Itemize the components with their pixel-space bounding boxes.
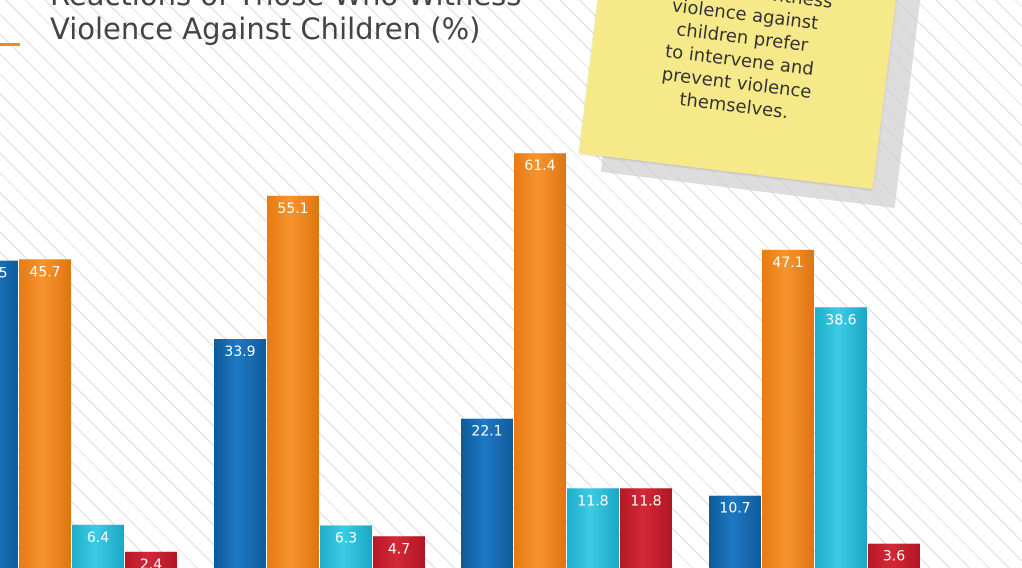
bar-value-label: 4.7 — [388, 541, 410, 557]
bar-value-label: 6.3 — [335, 530, 357, 546]
bar-orange-group-1 — [19, 259, 71, 568]
bar-red-group-2 — [373, 536, 425, 568]
bar-red-group-4 — [868, 543, 920, 568]
bar-cyan-group-4 — [815, 307, 867, 568]
bar-value-label: 2.4 — [140, 557, 162, 568]
bar-value-label: 6.4 — [87, 530, 109, 546]
bar-value-label: 61.4 — [524, 158, 555, 174]
bar-cyan-group-2 — [320, 525, 372, 568]
bar-value-label: 55.1 — [277, 201, 308, 217]
bar-value-label: 10.7 — [719, 501, 750, 517]
bar-value-label: 45.7 — [29, 264, 60, 280]
chart-title-line-1: Reactions of Those Who Witness — [50, 0, 590, 12]
chart-title: Reactions of Those Who Witness Violence … — [50, 0, 590, 46]
bar-red-group-1 — [125, 551, 177, 568]
bar-value-label: 22.1 — [471, 424, 502, 440]
bar-blue-group-3 — [461, 418, 513, 568]
bar-value-label: 45.5 — [0, 266, 8, 282]
sticky-note: Those who witness violence against child… — [578, 0, 923, 208]
bar-orange-group-2 — [267, 195, 319, 568]
bar-cyan-group-3 — [567, 488, 619, 568]
bar-value-label: 3.6 — [883, 549, 905, 565]
sticky-note-text: Those who witness violence against child… — [605, 0, 876, 133]
chart-title-line-2: Violence Against Children (%) — [50, 12, 481, 46]
title-accent-dash — [0, 43, 20, 46]
bar-value-label: 11.8 — [630, 493, 661, 509]
bar-value-label: 33.9 — [224, 344, 255, 360]
bar-blue-group-4 — [709, 495, 761, 568]
bar-value-label: 47.1 — [772, 255, 803, 271]
bar-orange-group-3 — [514, 153, 566, 568]
bar-blue-group-1 — [0, 260, 18, 568]
bar-value-label: 38.6 — [825, 312, 856, 328]
bar-red-group-3 — [620, 488, 672, 568]
bar-blue-group-2 — [214, 339, 266, 568]
bar-cyan-group-1 — [72, 524, 124, 568]
bar-value-label: 11.8 — [577, 493, 608, 509]
bar-orange-group-4 — [762, 249, 814, 568]
